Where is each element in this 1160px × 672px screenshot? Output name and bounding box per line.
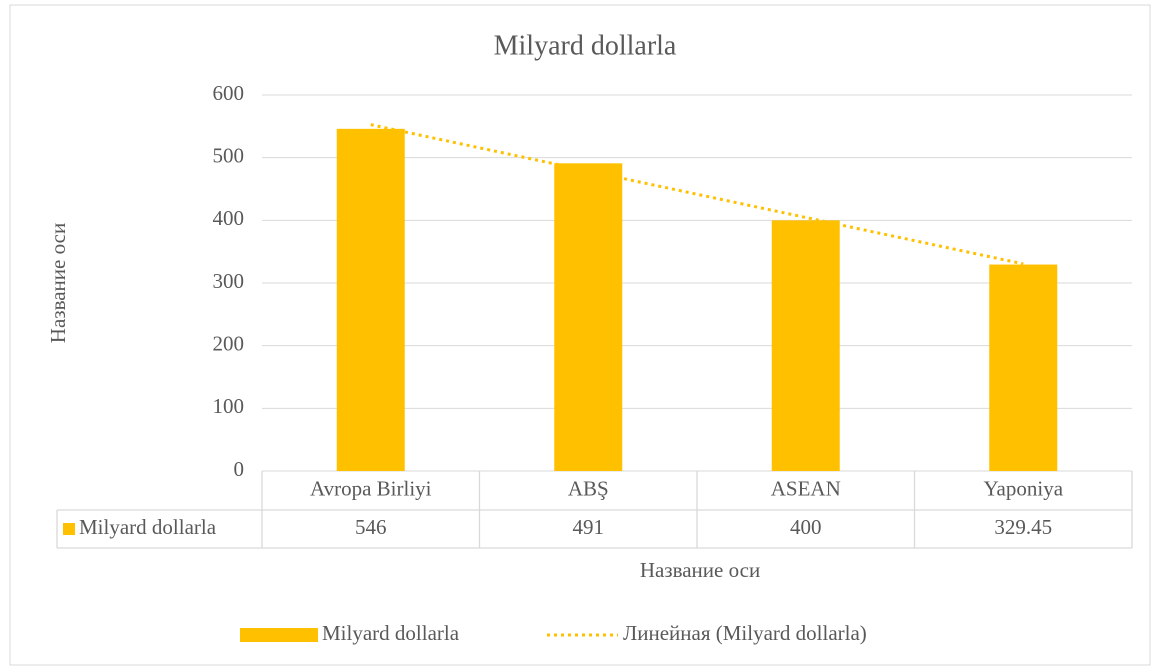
x-axis-title: Название оси bbox=[640, 558, 760, 582]
table-series-name: Milyard dollarla bbox=[79, 515, 217, 539]
y-tick-label: 500 bbox=[213, 143, 245, 167]
legend-label: Milyard dollarla bbox=[322, 621, 460, 645]
y-tick-label: 400 bbox=[213, 206, 245, 230]
y-tick-label: 100 bbox=[213, 394, 245, 418]
table-value: 329.45 bbox=[994, 515, 1052, 539]
x-tick-label: Avropa Birliyi bbox=[310, 476, 432, 500]
bar bbox=[989, 264, 1058, 471]
y-tick-label: 0 bbox=[234, 457, 245, 481]
x-tick-label: ASEAN bbox=[771, 476, 841, 500]
legend-swatch bbox=[240, 628, 318, 642]
y-tick-label: 600 bbox=[213, 81, 245, 105]
y-tick-label: 200 bbox=[213, 331, 245, 355]
table-value: 491 bbox=[573, 515, 605, 539]
legend-label: Линейная (Milyard dollarla) bbox=[623, 621, 867, 645]
chart-title: Milyard dollarla bbox=[494, 30, 677, 61]
table-value: 400 bbox=[790, 515, 822, 539]
y-tick-label: 300 bbox=[213, 269, 245, 293]
y-axis-title: Название оси bbox=[46, 223, 70, 343]
x-tick-label: Yaponiya bbox=[983, 476, 1063, 500]
data-table-grid bbox=[56, 471, 1132, 549]
bar bbox=[771, 220, 840, 471]
x-tick-label: ABŞ bbox=[568, 476, 609, 500]
table-value: 546 bbox=[355, 515, 387, 539]
trendline bbox=[370, 123, 1024, 266]
bar bbox=[336, 128, 405, 471]
bar bbox=[554, 163, 623, 471]
table-legend-key bbox=[63, 523, 75, 535]
